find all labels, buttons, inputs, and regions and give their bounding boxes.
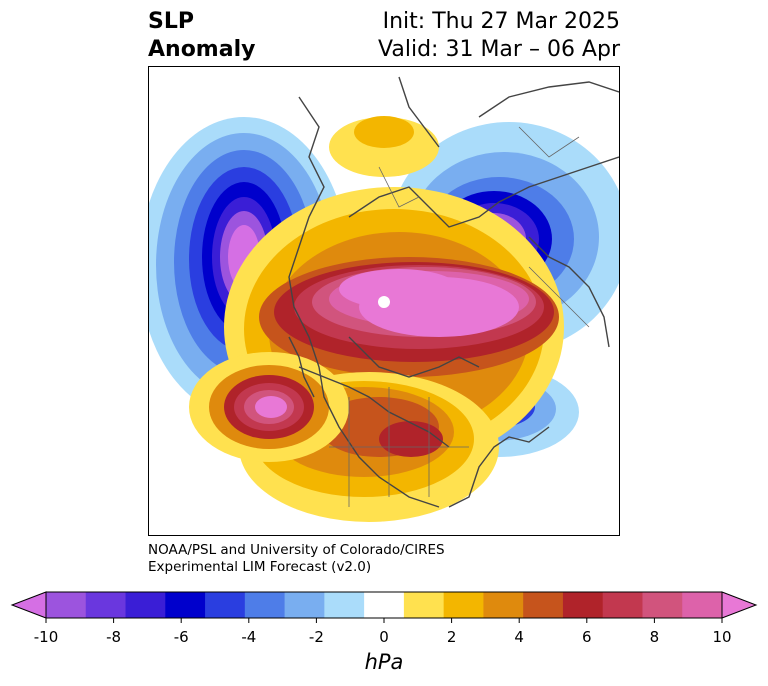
variable-label-line2: Anomaly <box>148 37 256 62</box>
colorbar-tick-label: 6 <box>582 628 592 646</box>
colorbar-bar <box>10 591 758 623</box>
anomaly-map <box>149 76 619 522</box>
coastlines <box>288 76 619 508</box>
west-high <box>189 352 349 462</box>
init-date: Init: Thu 27 Mar 2025 <box>382 9 620 34</box>
colorbar-bin <box>443 592 484 618</box>
credit-line-2: Experimental LIM Forecast (v2.0) <box>148 559 372 575</box>
colorbar-extend-max <box>721 591 758 619</box>
colorbar-bin <box>85 592 127 618</box>
colorbar-tick-label: -8 <box>106 628 122 646</box>
colorbar-bin <box>562 592 604 618</box>
colorbar-unit: hPa <box>364 650 404 674</box>
title-left: SLP Anomaly <box>148 8 255 64</box>
colorbar-bin <box>165 592 206 618</box>
colorbar-tick-label: 4 <box>514 628 524 646</box>
credit-text: NOAA/PSL and University of Colorado/CIRE… <box>148 542 445 576</box>
colorbar-tick-label: 2 <box>446 628 457 646</box>
colorbar-tick-label: -6 <box>173 628 189 646</box>
colorbar-bin <box>324 592 365 618</box>
valid-range: Valid: 31 Mar – 06 Apr <box>378 37 620 62</box>
borders <box>329 126 590 507</box>
colorbar-bin <box>205 592 246 618</box>
colorbar: -10 -8 -6 -4 -2 0 2 4 6 8 10 hPa <box>0 588 768 686</box>
colorbar-tick-label: 8 <box>649 628 660 646</box>
colorbar-tick-label: -10 <box>33 628 59 646</box>
title-right: Init: Thu 27 Mar 2025 Valid: 31 Mar – 06… <box>378 8 620 64</box>
colorbar-bin <box>403 592 445 618</box>
colorbar-tick-label: -2 <box>308 628 324 646</box>
europe-high <box>329 116 439 177</box>
colorbar-bin <box>284 592 325 618</box>
credit-line-1: NOAA/PSL and University of Colorado/CIRE… <box>148 542 445 558</box>
colorbar-bin <box>483 592 524 618</box>
colorbar-tick-label: 0 <box>379 628 389 646</box>
map-panel <box>148 66 620 536</box>
colorbar-tick-label: -4 <box>241 628 257 646</box>
colorbar-extend-min <box>10 591 47 619</box>
colorbar-tick-label: 10 <box>712 628 732 646</box>
colorbar-bin <box>244 592 286 618</box>
colorbar-bin <box>642 592 683 618</box>
variable-label-line1: SLP <box>148 9 194 34</box>
colorbar-bin <box>682 592 723 618</box>
colorbar-bin <box>125 592 166 618</box>
colorbar-bin <box>602 592 643 618</box>
colorbar-bin <box>46 592 87 618</box>
colorbar-bin <box>364 592 405 618</box>
colorbar-bin <box>523 592 564 618</box>
